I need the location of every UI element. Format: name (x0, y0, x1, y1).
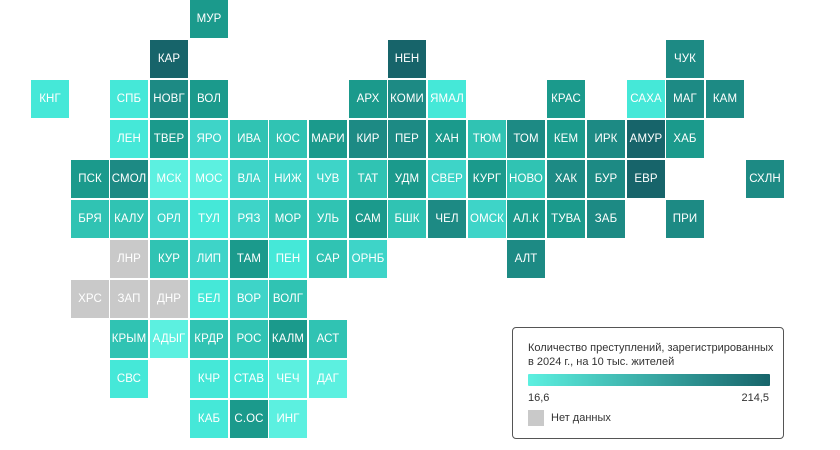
region-tile: ТЮМ (468, 120, 506, 158)
region-tile: ПЕН (269, 240, 307, 278)
region-tile: ТУВА (547, 200, 585, 238)
region-tile: ПРИ (666, 200, 704, 238)
region-tile: ЛЕН (110, 120, 148, 158)
region-tile: КУРГ (468, 160, 506, 198)
region-tile: КАМ (706, 80, 744, 118)
region-tile: СМОЛ (110, 160, 148, 198)
region-tile: ТАТ (349, 160, 387, 198)
region-tile: СПБ (110, 80, 148, 118)
region-tile: САХА (627, 80, 665, 118)
region-tile: ИНГ (269, 400, 307, 438)
region-tile: КАЛУ (110, 200, 148, 238)
region-tile: КЧР (190, 360, 228, 398)
legend-title: Количество преступлений, зарегистрирован… (528, 342, 774, 368)
region-tile: ЧУК (666, 40, 704, 78)
region-tile: АЛТ (507, 240, 545, 278)
region-tile: ЗАБ (587, 200, 625, 238)
legend-no-data-swatch (528, 410, 544, 426)
region-tile: КУР (150, 240, 188, 278)
region-tile: С.ОС (230, 400, 268, 438)
region-tile: ХАК (547, 160, 585, 198)
region-tile: НОВО (507, 160, 545, 198)
region-tile: ВОЛГ (269, 280, 307, 318)
region-tile: ВЛА (230, 160, 268, 198)
region-tile: ЧЕЧ (269, 360, 307, 398)
legend: Количество преступлений, зарегистрирован… (512, 327, 784, 439)
region-tile: АМУР (627, 120, 665, 158)
region-tile: НОВГ (150, 80, 188, 118)
region-tile: ПЕР (388, 120, 426, 158)
region-tile: МОС (190, 160, 228, 198)
region-tile: ЯМАЛ (428, 80, 466, 118)
region-tile: НИЖ (269, 160, 307, 198)
region-tile: ХАН (428, 120, 466, 158)
region-tile: БЕЛ (190, 280, 228, 318)
region-tile: КРАС (547, 80, 585, 118)
region-tile: ТУЛ (190, 200, 228, 238)
region-tile: РЯЗ (230, 200, 268, 238)
region-tile: АДЫГ (150, 320, 188, 358)
region-tile: ОРНБ (349, 240, 387, 278)
region-tile: КИР (349, 120, 387, 158)
region-tile: ЗАП (110, 280, 148, 318)
legend-min-label: 16,6 (528, 392, 550, 404)
region-tile: МАГ (666, 80, 704, 118)
region-tile: ОРЛ (150, 200, 188, 238)
region-tile: ТОМ (507, 120, 545, 158)
region-tile: ИРК (587, 120, 625, 158)
region-tile: АСТ (309, 320, 347, 358)
region-tile: МАРИ (309, 120, 347, 158)
region-tile: КОС (269, 120, 307, 158)
region-tile: БРЯ (71, 200, 109, 238)
region-tile: БУР (587, 160, 625, 198)
region-tile: УДМ (388, 160, 426, 198)
region-tile: УЛЬ (309, 200, 347, 238)
legend-max-label: 214,5 (741, 392, 769, 404)
region-tile: КАБ (190, 400, 228, 438)
region-tile: ТАМ (230, 240, 268, 278)
region-tile: СХЛН (746, 160, 784, 198)
region-tile: РОС (230, 320, 268, 358)
region-tile: ДАГ (309, 360, 347, 398)
region-tile: НЕН (388, 40, 426, 78)
region-tile: КАР (150, 40, 188, 78)
region-tile: ЯРО (190, 120, 228, 158)
region-tile: СВЕР (428, 160, 466, 198)
region-tile: ДНР (150, 280, 188, 318)
region-tile: КЕМ (547, 120, 585, 158)
region-tile: АЛ.К (507, 200, 545, 238)
region-tile: ЧУВ (309, 160, 347, 198)
region-tile: ВОЛ (190, 80, 228, 118)
region-tile: КОМИ (388, 80, 426, 118)
region-tile: ВОР (230, 280, 268, 318)
region-tile: ИВА (230, 120, 268, 158)
region-tile: ЛНР (110, 240, 148, 278)
region-tile: ТВЕР (150, 120, 188, 158)
region-tile: ХРС (71, 280, 109, 318)
region-tile: АРХ (349, 80, 387, 118)
region-tile: САР (309, 240, 347, 278)
region-tile: ЕВР (627, 160, 665, 198)
region-tile: КРЫМ (110, 320, 148, 358)
region-tile: КРДР (190, 320, 228, 358)
legend-no-data-label: Нет данных (551, 412, 611, 424)
region-tile: СВС (110, 360, 148, 398)
region-tile: МОР (269, 200, 307, 238)
legend-gradient-bar (528, 374, 770, 386)
region-tile: ХАБ (666, 120, 704, 158)
region-tile: СТАВ (230, 360, 268, 398)
region-tile: МСК (150, 160, 188, 198)
region-tile: ПСК (71, 160, 109, 198)
region-tile: МУР (190, 0, 228, 38)
region-tile: ЛИП (190, 240, 228, 278)
region-tile: БШК (388, 200, 426, 238)
region-tile: КНГ (31, 80, 69, 118)
region-tile: ЧЕЛ (428, 200, 466, 238)
region-tile: САМ (349, 200, 387, 238)
region-tile: ОМСК (468, 200, 506, 238)
region-tile: КАЛМ (269, 320, 307, 358)
